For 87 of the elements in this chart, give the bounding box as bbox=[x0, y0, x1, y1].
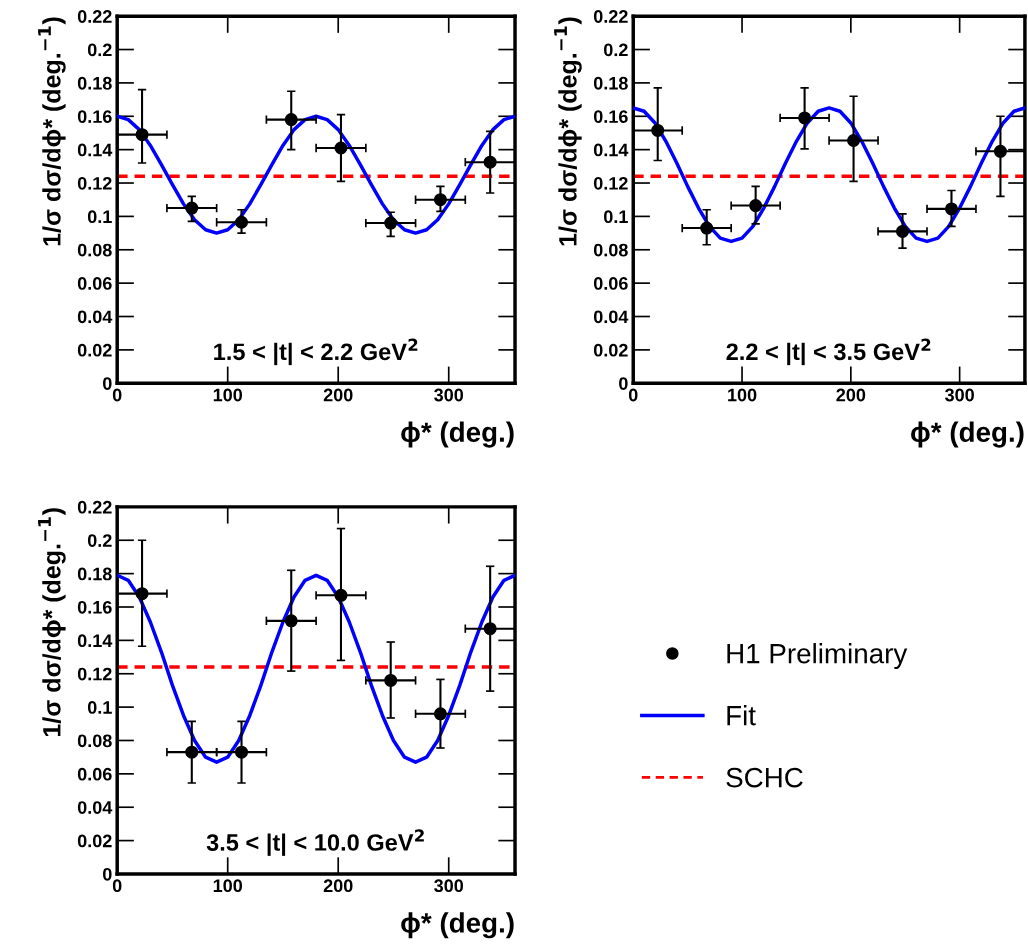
y-tick-label: 0.14 bbox=[77, 634, 113, 648]
x-tick-label: 100 bbox=[728, 388, 757, 402]
y-tick-label: 0.06 bbox=[77, 767, 112, 781]
point bbox=[135, 587, 149, 601]
x-tick-label: 200 bbox=[836, 388, 866, 402]
y-tick-label: 0.2 bbox=[87, 43, 112, 57]
y-tick-label: 0.14 bbox=[77, 143, 113, 157]
x-axis-title: ϕ* (deg.) bbox=[401, 912, 514, 939]
y-tick-label: 0.12 bbox=[77, 176, 112, 190]
point bbox=[433, 707, 447, 721]
annotation: 1.5 < |t| < 2.2 GeV$^{2}$ bbox=[214, 338, 418, 366]
y-axis-title: 1/σ dσ/dϕ* (deg.$^{−1}$) bbox=[38, 17, 66, 246]
point bbox=[944, 202, 958, 216]
line-series bbox=[633, 106, 1025, 244]
y-tick-label: 0.22 bbox=[77, 10, 112, 23]
legend-label: H1 Preliminary bbox=[727, 643, 908, 669]
y-axis-title: 1/σ dσ/dϕ* (deg.$^{−1}$) bbox=[38, 508, 66, 737]
point bbox=[384, 216, 398, 230]
annotation: 2.2 < |t| < 3.5 GeV$^{2}$ bbox=[726, 338, 931, 366]
y-tick-label: 0.02 bbox=[593, 343, 628, 357]
y-tick-label: 0.08 bbox=[77, 243, 112, 257]
y-tick-label: 0 bbox=[103, 867, 112, 881]
point bbox=[235, 745, 249, 759]
y-axis-title: 1/σ dσ/dϕ* (deg.$^{−1}$) bbox=[554, 17, 582, 246]
point bbox=[847, 133, 861, 147]
point bbox=[284, 614, 298, 628]
x-tick-label: 100 bbox=[213, 388, 243, 402]
point bbox=[433, 193, 447, 207]
point bbox=[483, 622, 497, 636]
y-tick-label: 0.04 bbox=[77, 310, 113, 324]
x-axis-title: ϕ* (deg.) bbox=[401, 421, 514, 448]
y-tick-label: 0.14 bbox=[593, 143, 629, 157]
point bbox=[798, 111, 812, 125]
point bbox=[896, 224, 910, 238]
x-tick-label: 300 bbox=[434, 879, 464, 893]
y-tick-label: 0.1 bbox=[604, 210, 628, 224]
point bbox=[651, 123, 665, 137]
point bbox=[284, 113, 298, 127]
y-tick-label: 0.12 bbox=[77, 667, 112, 681]
y-tick-label: 0.1 bbox=[87, 210, 112, 224]
x-tick-label: 0 bbox=[628, 388, 638, 402]
x-tick-label: 100 bbox=[213, 879, 243, 893]
x-tick-label: 300 bbox=[944, 388, 974, 402]
x-tick-label: 200 bbox=[323, 388, 353, 402]
y-tick-label: 0 bbox=[619, 377, 628, 390]
point bbox=[135, 128, 149, 142]
y-tick-label: 0.04 bbox=[593, 310, 629, 324]
y-tick-label: 0.08 bbox=[593, 243, 628, 257]
point bbox=[993, 144, 1007, 158]
point bbox=[483, 155, 497, 169]
y-tick-label: 0.18 bbox=[77, 76, 112, 90]
point bbox=[700, 221, 714, 235]
y-tick-label: 0.16 bbox=[593, 110, 628, 123]
x-tick-label: 0 bbox=[112, 388, 122, 402]
x-axis-title: ϕ* (deg.) bbox=[911, 421, 1024, 448]
y-tick-label: 0.1 bbox=[87, 701, 112, 714]
y-tick-label: 0.06 bbox=[593, 277, 628, 290]
y-tick-label: 0.22 bbox=[77, 500, 112, 514]
x-tick-label: 0 bbox=[112, 879, 122, 893]
y-tick-label: 0.2 bbox=[87, 534, 112, 547]
y-tick-label: 0.18 bbox=[77, 567, 112, 581]
legend-label: SCHC bbox=[726, 767, 803, 788]
point bbox=[749, 199, 763, 213]
y-tick-label: 0.22 bbox=[593, 10, 628, 23]
point bbox=[185, 201, 199, 215]
legend-label: Fit bbox=[727, 705, 756, 726]
y-tick-label: 0.06 bbox=[77, 277, 112, 290]
point bbox=[185, 745, 199, 759]
y-tick-label: 0.16 bbox=[77, 110, 112, 123]
y-tick-label: 0 bbox=[103, 377, 112, 390]
y-tick-label: 0.02 bbox=[77, 834, 112, 848]
point bbox=[334, 141, 348, 155]
y-tick-label: 0.18 bbox=[593, 76, 628, 90]
x-tick-label: 300 bbox=[434, 388, 464, 402]
y-tick-label: 0.2 bbox=[604, 43, 628, 57]
y-tick-label: 0.08 bbox=[77, 734, 112, 748]
point bbox=[384, 673, 398, 687]
y-tick-label: 0.04 bbox=[77, 801, 113, 814]
y-tick-label: 0.12 bbox=[593, 176, 628, 190]
point bbox=[235, 215, 249, 229]
line-series bbox=[117, 573, 516, 764]
point bbox=[334, 588, 348, 602]
annotation: 3.5 < |t| < 10.0 GeV$^{2}$ bbox=[206, 829, 424, 856]
x-tick-label: 200 bbox=[323, 879, 353, 893]
y-tick-label: 0.02 bbox=[77, 343, 112, 357]
line-series bbox=[117, 114, 516, 235]
y-tick-label: 0.16 bbox=[77, 600, 112, 614]
